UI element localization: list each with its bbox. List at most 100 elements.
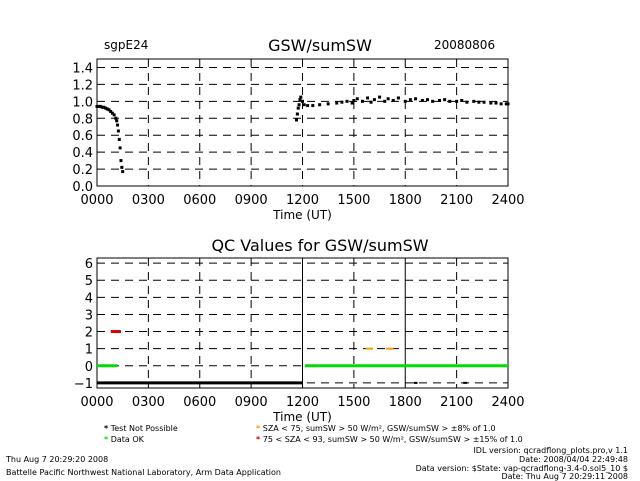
legend-text: Data OK bbox=[110, 435, 144, 444]
data-point bbox=[465, 100, 469, 104]
legend-text: SZA < 75, sumSW > 50 W/m², GSW/sumSW > ±… bbox=[262, 424, 496, 433]
legend-text: Test Not Possible bbox=[110, 424, 178, 433]
data-point bbox=[306, 104, 310, 108]
legend-marker-green: * bbox=[104, 435, 109, 444]
data-point bbox=[431, 99, 435, 103]
data-point bbox=[499, 102, 503, 106]
data-point bbox=[112, 113, 116, 117]
data-point bbox=[372, 98, 376, 102]
x-tick-label: 1800 bbox=[389, 193, 422, 208]
data-point bbox=[114, 116, 118, 120]
y-tick-label: 0 bbox=[85, 360, 93, 375]
data-point bbox=[477, 100, 481, 104]
data-point bbox=[100, 105, 104, 109]
data-point bbox=[116, 129, 120, 133]
x-tick-label: 0000 bbox=[80, 395, 113, 410]
site-label: sgpE24 bbox=[104, 38, 149, 52]
x-tick-label: 2400 bbox=[491, 395, 524, 410]
data-point bbox=[340, 100, 344, 104]
x-tick-label: 1500 bbox=[337, 193, 370, 208]
data-point bbox=[345, 99, 349, 103]
legend-marker-orange: * bbox=[256, 424, 261, 433]
data-point bbox=[460, 98, 464, 102]
data-point bbox=[102, 105, 106, 109]
data-point bbox=[117, 137, 121, 141]
data-point bbox=[107, 108, 111, 112]
data-point bbox=[105, 107, 109, 111]
data-point bbox=[350, 101, 354, 105]
x-tick-label: 2100 bbox=[440, 193, 473, 208]
x-tick-label: 0000 bbox=[80, 193, 113, 208]
data-point bbox=[95, 104, 99, 108]
qc-point bbox=[369, 347, 373, 350]
data-point bbox=[489, 101, 493, 105]
qc-point bbox=[389, 347, 394, 350]
data-point bbox=[302, 103, 306, 107]
legend-marker-red: * bbox=[256, 435, 261, 444]
data-point bbox=[120, 165, 124, 169]
data-point bbox=[298, 98, 302, 102]
qc-point bbox=[413, 381, 418, 384]
data-point bbox=[383, 99, 387, 103]
legend-marker-black: * bbox=[104, 424, 109, 433]
x-axis-label: Time (UT) bbox=[272, 410, 332, 424]
y-tick-label: 0.2 bbox=[72, 163, 93, 178]
chart-title-ratio: GSW/sumSW bbox=[268, 36, 372, 55]
x-tick-label: 1800 bbox=[389, 395, 422, 410]
data-point bbox=[297, 103, 301, 107]
data-point bbox=[366, 96, 370, 100]
x-tick-label: 2100 bbox=[440, 395, 473, 410]
x-tick-label: 0300 bbox=[132, 395, 165, 410]
y-tick-label: 1.2 bbox=[72, 78, 93, 93]
x-tick-label: 0300 bbox=[132, 193, 165, 208]
data-point bbox=[115, 119, 119, 123]
data-point bbox=[504, 102, 508, 106]
date-label: 20080806 bbox=[434, 38, 496, 52]
x-tick-label: 1500 bbox=[337, 395, 370, 410]
data-point bbox=[455, 99, 459, 103]
footer-idl-version: IDL version: qcradflong_plots.pro,v 1.1 bbox=[473, 446, 628, 455]
y-tick-label: 0.4 bbox=[72, 146, 93, 161]
data-point bbox=[403, 99, 407, 103]
x-axis-label: Time (UT) bbox=[272, 208, 332, 222]
x-tick-label: 1200 bbox=[286, 193, 319, 208]
data-point bbox=[426, 98, 430, 102]
data-point bbox=[438, 98, 441, 102]
data-point bbox=[116, 123, 120, 127]
x-tick-label: 2400 bbox=[491, 193, 524, 208]
data-point bbox=[318, 103, 322, 107]
data-point bbox=[119, 159, 123, 163]
data-point bbox=[98, 104, 102, 108]
y-tick-label: 4 bbox=[85, 291, 93, 306]
x-tick-label: 0900 bbox=[235, 193, 268, 208]
y-tick-label: −1 bbox=[74, 377, 93, 392]
y-tick-label: 1.0 bbox=[72, 95, 93, 110]
x-tick-label: 0900 bbox=[235, 395, 268, 410]
data-point bbox=[118, 146, 122, 150]
data-point bbox=[482, 100, 486, 104]
y-tick-label: 0.8 bbox=[72, 112, 93, 127]
footer-data-version: Data version: $State: vap-qcradflong-3.4… bbox=[415, 464, 628, 473]
qc-point bbox=[386, 347, 391, 350]
legend-text: 75 < SZA < 93, sumSW > 50 W/m², GSW/sumS… bbox=[262, 435, 523, 444]
data-point bbox=[355, 97, 359, 101]
data-point bbox=[296, 106, 300, 110]
data-point bbox=[301, 99, 304, 103]
legend-item-sza-lt-75: * SZA < 75, sumSW > 50 W/m², GSW/sumSW >… bbox=[256, 424, 496, 433]
x-tick-label: 1200 bbox=[286, 395, 319, 410]
data-point bbox=[396, 96, 400, 100]
data-point bbox=[378, 95, 382, 99]
data-point bbox=[311, 104, 315, 108]
x-tick-label: 0600 bbox=[183, 395, 216, 410]
data-point bbox=[335, 101, 339, 105]
data-point bbox=[360, 99, 364, 103]
data-point bbox=[110, 111, 114, 115]
data-point bbox=[369, 100, 373, 104]
data-point bbox=[414, 97, 418, 101]
legend-item-sza-75-93: * 75 < SZA < 93, sumSW > 50 W/m², GSW/su… bbox=[256, 435, 523, 444]
data-point bbox=[104, 106, 108, 110]
y-tick-label: 0.6 bbox=[72, 129, 93, 144]
legend-item-data-ok: * Data OK bbox=[104, 435, 144, 444]
footer-data-date: Date: Thu Aug 7 20:29:11 2008 bbox=[501, 472, 628, 481]
data-point bbox=[391, 98, 395, 102]
